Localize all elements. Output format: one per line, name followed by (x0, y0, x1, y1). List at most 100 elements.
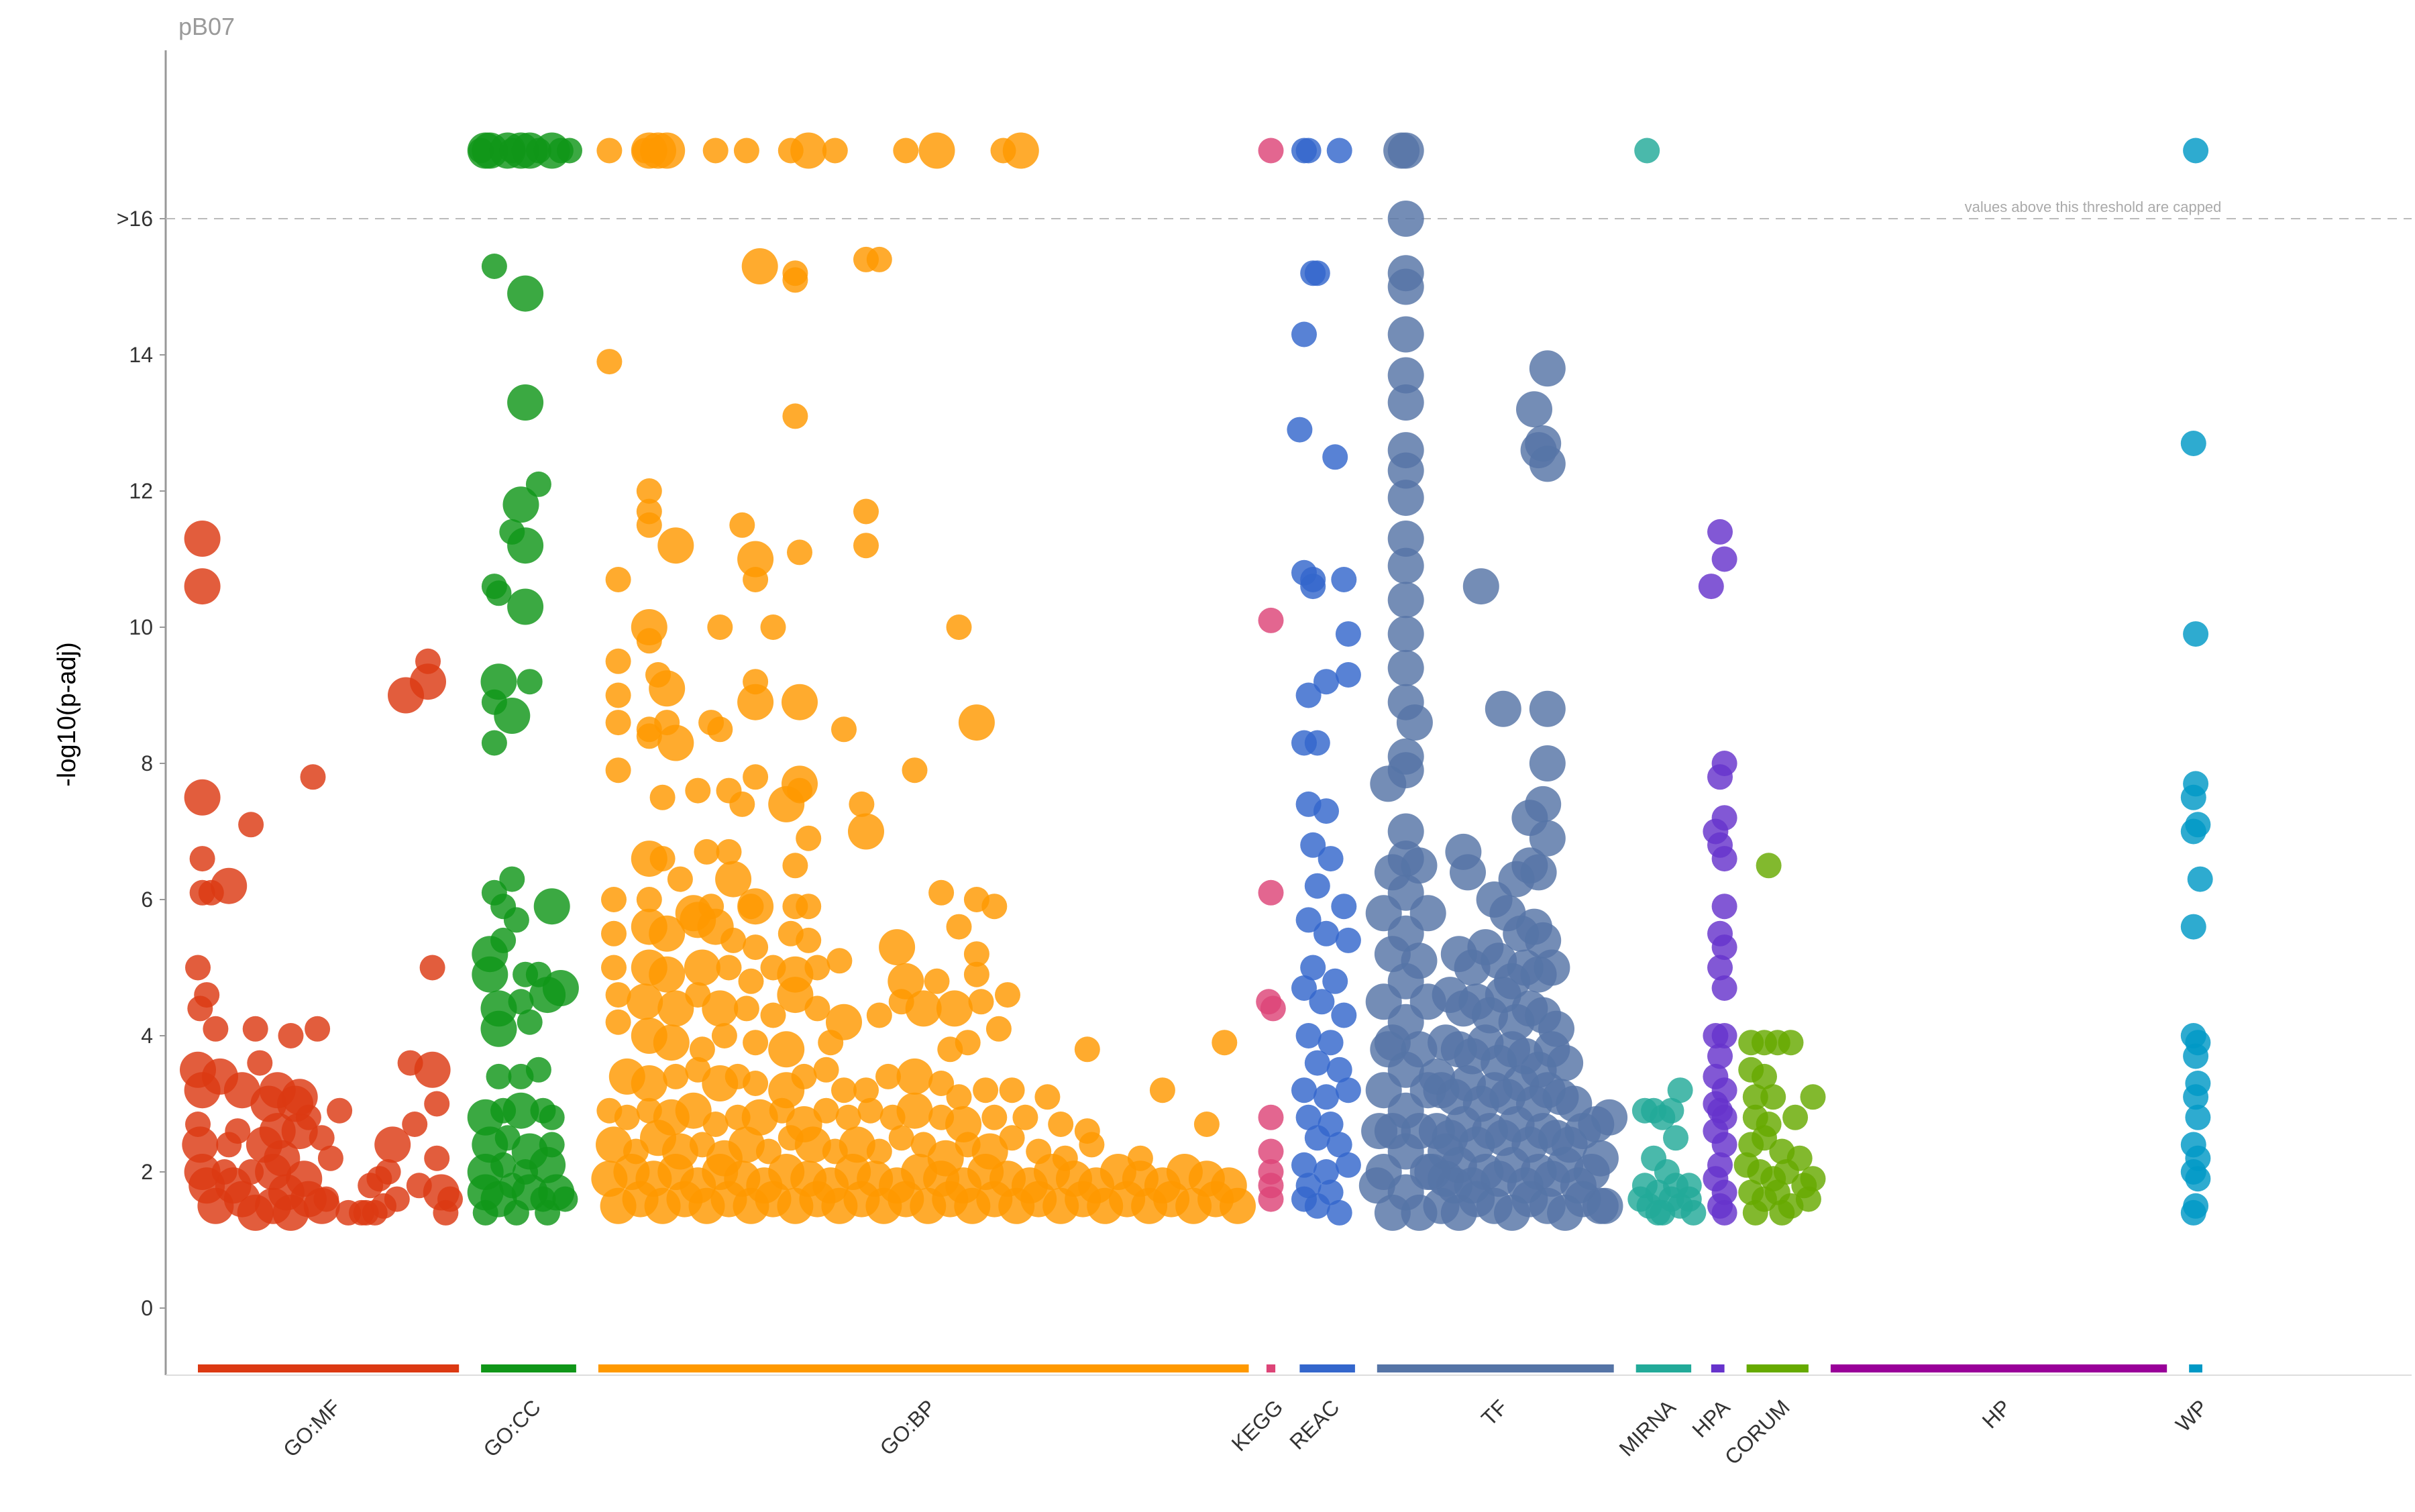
data-point (928, 879, 955, 906)
data-point (502, 1092, 539, 1129)
data-point (371, 1193, 396, 1219)
data-point (1387, 452, 1424, 489)
data-point (813, 1097, 839, 1124)
data-point (1711, 1023, 1737, 1048)
data-point (486, 580, 512, 606)
data-point (743, 1071, 769, 1096)
data-point (1335, 927, 1361, 953)
data-point (866, 1138, 892, 1165)
data-point (1291, 1152, 1317, 1178)
cap-threshold-note: values above this threshold are capped (1965, 199, 2222, 215)
data-point (305, 1016, 331, 1042)
data-point (605, 567, 631, 592)
data-point (946, 614, 972, 640)
data-point (1383, 132, 1420, 169)
data-point (733, 138, 759, 164)
data-point (1309, 989, 1335, 1015)
data-point (1361, 1113, 1398, 1150)
data-point (2183, 1084, 2209, 1110)
data-point (760, 614, 786, 640)
data-point (782, 684, 818, 720)
data-point (849, 791, 875, 817)
data-point (1127, 1145, 1153, 1171)
data-point (1742, 1199, 1768, 1226)
data-point (317, 1145, 343, 1171)
source-label: GO:MF (278, 1395, 345, 1462)
data-point (1680, 1199, 1707, 1226)
data-point (905, 990, 942, 1027)
data-point (1752, 1063, 1777, 1089)
data-point (1295, 1104, 1322, 1130)
data-point (1756, 853, 1782, 879)
data-point (1291, 321, 1317, 347)
data-point (1331, 567, 1357, 592)
data-point (1079, 1132, 1105, 1158)
data-point (327, 1097, 353, 1124)
data-point (958, 704, 995, 741)
data-point (649, 956, 686, 993)
data-point (1707, 955, 1733, 981)
data-point (667, 866, 693, 892)
data-point (1313, 920, 1339, 947)
data-point (1048, 1112, 1074, 1137)
data-point (507, 275, 544, 312)
chart-title: pB07 (178, 13, 235, 40)
data-point (1645, 1199, 1671, 1226)
data-point (853, 533, 879, 559)
data-point (1698, 574, 1724, 600)
data-point (627, 983, 663, 1020)
source-bar (2189, 1364, 2202, 1372)
source-label: CORUM (1720, 1395, 1794, 1469)
data-point (247, 1050, 273, 1076)
data-point (605, 1009, 631, 1035)
data-point (225, 1118, 251, 1144)
data-point (424, 1145, 450, 1171)
data-point (1711, 805, 1737, 831)
data-point (238, 1159, 264, 1185)
data-point (1300, 955, 1326, 981)
data-point (711, 1023, 737, 1048)
data-point (1707, 1043, 1733, 1069)
data-point (1387, 521, 1424, 557)
data-point (790, 132, 827, 169)
data-point (796, 825, 822, 851)
data-point (649, 670, 686, 707)
data-point (259, 1113, 296, 1150)
data-point (636, 512, 662, 538)
data-point (525, 1057, 551, 1083)
data-point (1387, 616, 1424, 653)
data-point (702, 1112, 729, 1137)
data-point (552, 1186, 578, 1212)
data-point (720, 927, 747, 953)
data-point (1318, 1030, 1344, 1056)
data-point (1711, 1104, 1737, 1130)
data-point (685, 777, 711, 804)
data-point (499, 866, 525, 892)
data-point (2180, 914, 2206, 940)
data-point (663, 1063, 689, 1089)
y-tick-label: 6 (141, 887, 153, 912)
data-point (605, 982, 631, 1008)
data-point (1331, 1002, 1357, 1028)
data-point (1212, 1030, 1238, 1056)
data-point (596, 1126, 632, 1163)
data-point (787, 777, 812, 804)
data-point (1800, 1084, 1826, 1110)
data-point (2185, 1166, 2211, 1192)
data-point (2183, 621, 2209, 647)
data-point (503, 907, 529, 933)
data-point (503, 1199, 529, 1226)
source-bar (1746, 1364, 1809, 1372)
data-point (1711, 934, 1737, 961)
data-point (402, 1112, 428, 1137)
y-tick-label: >16 (117, 207, 153, 231)
data-point (787, 539, 812, 565)
data-point (481, 730, 507, 756)
data-point (888, 1125, 914, 1151)
source-label: HPA (1687, 1395, 1735, 1442)
data-point (995, 982, 1020, 1008)
data-point (702, 990, 739, 1027)
data-point (2187, 866, 2213, 892)
data-point (760, 1002, 786, 1028)
